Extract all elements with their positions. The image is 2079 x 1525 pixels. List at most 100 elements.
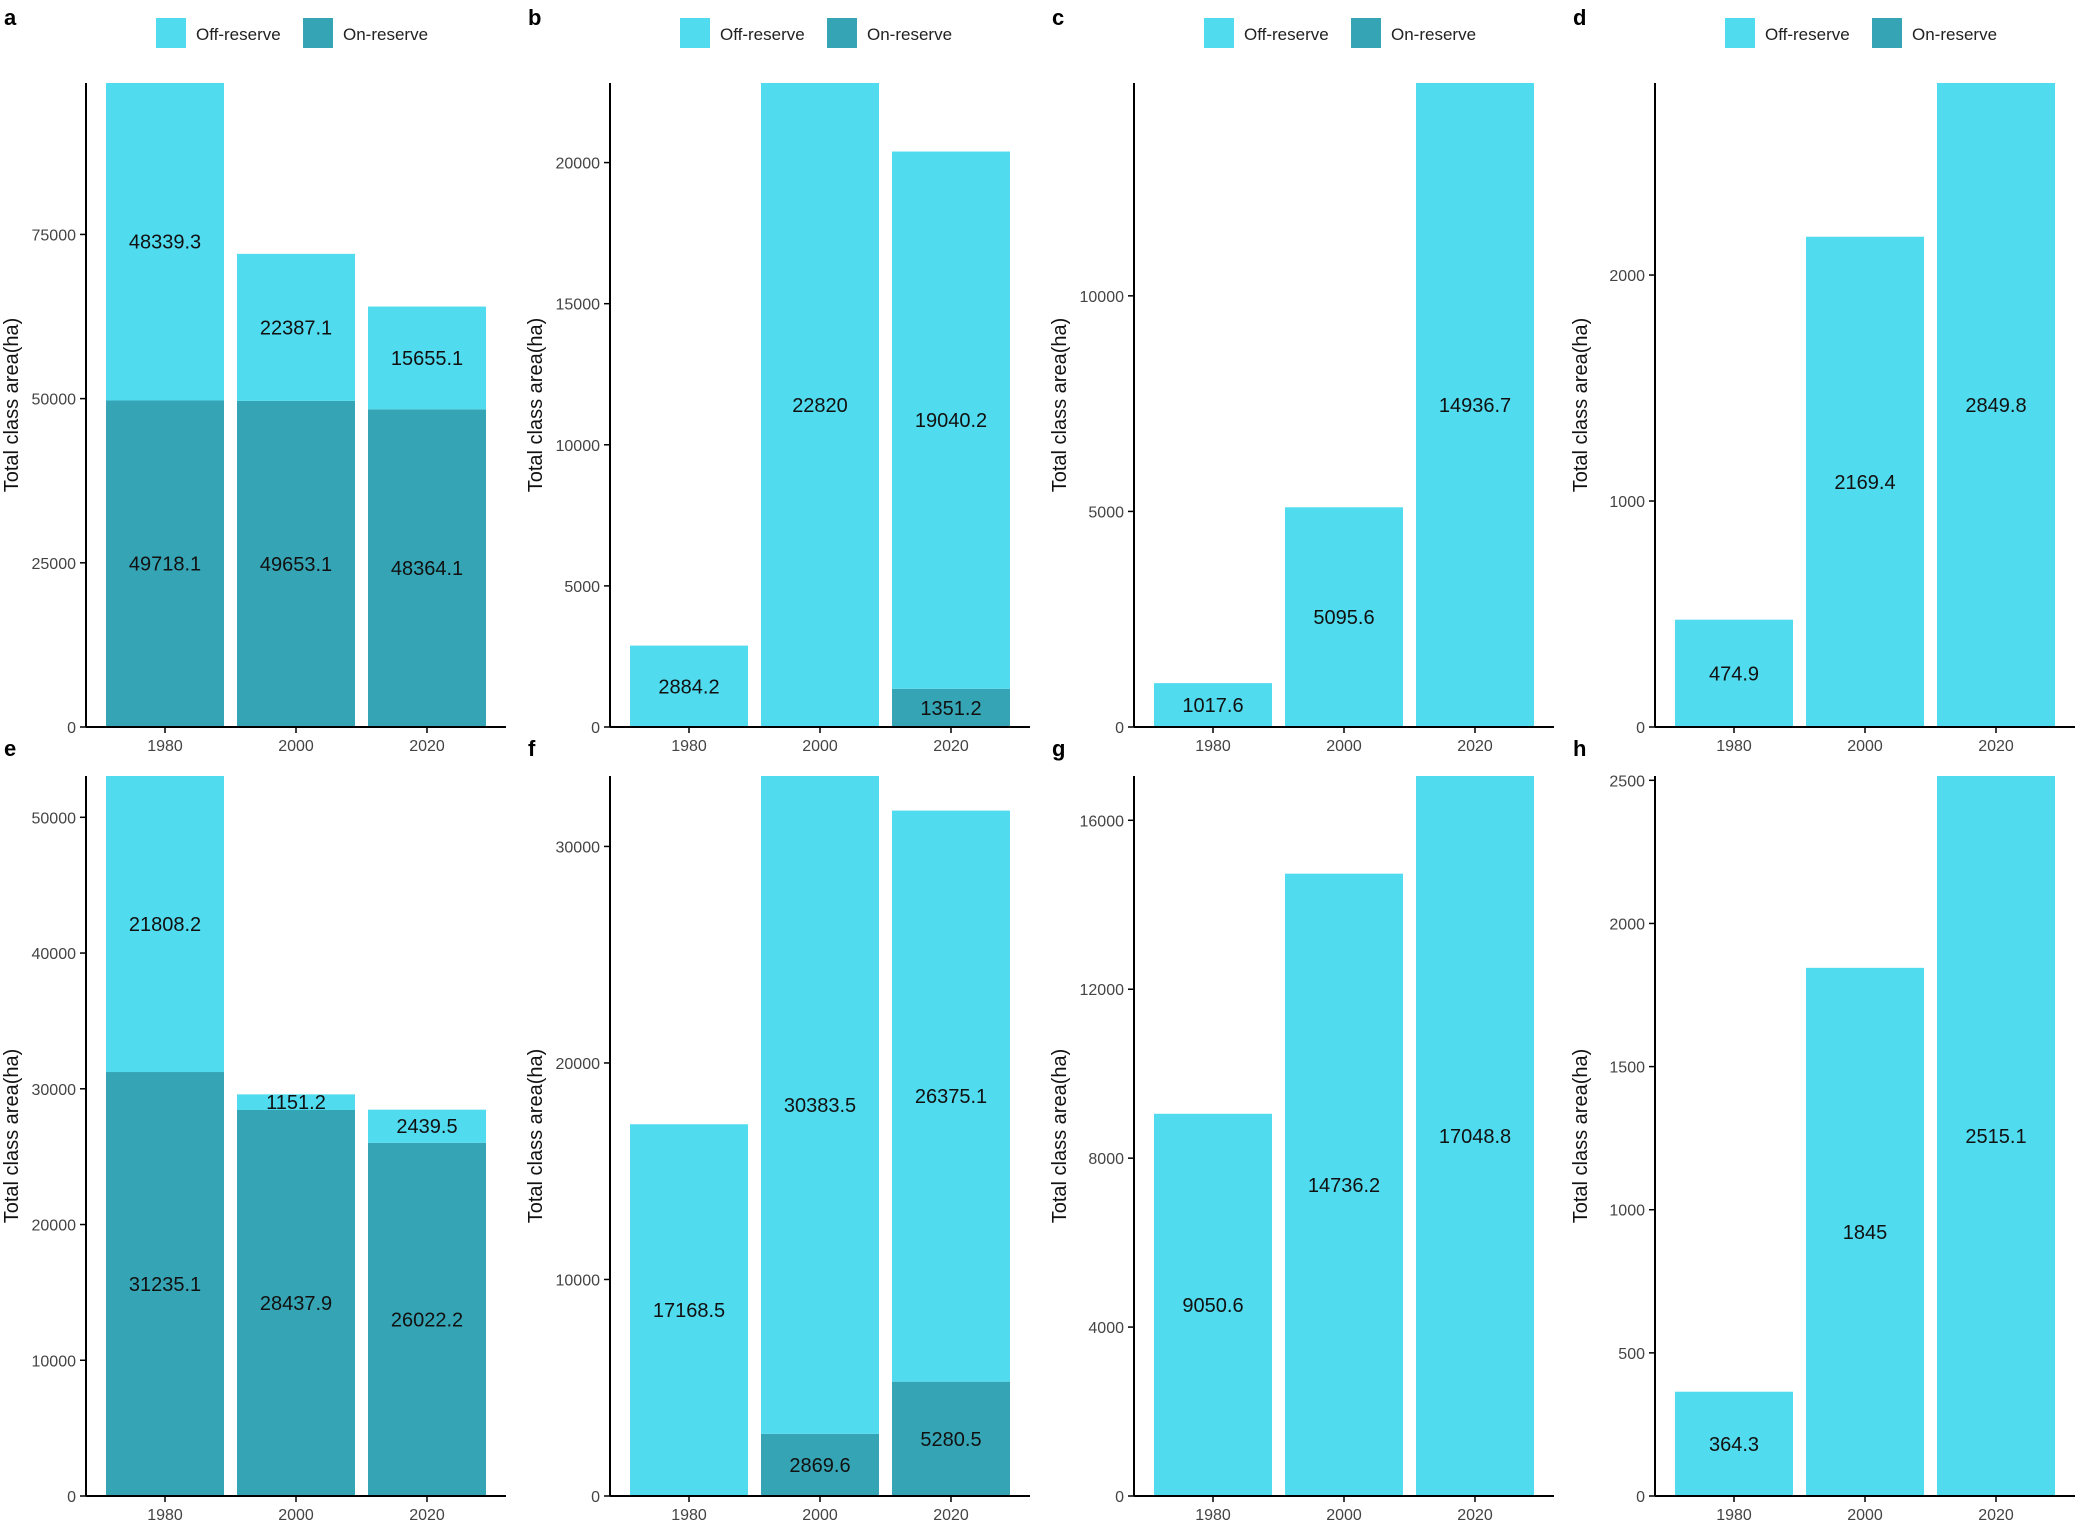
data-label-off-reserve-2020: 17048.8 [1439, 1126, 1511, 1148]
x-tick-label: 2020 [1978, 738, 2014, 755]
x-tick-label: 2020 [1457, 1507, 1493, 1524]
x-tick-label: 1980 [1195, 1507, 1231, 1524]
x-tick-label: 1980 [1716, 738, 1752, 755]
bar-on-reserve-2020 [368, 409, 486, 727]
panel-letter: d [1573, 5, 1586, 30]
y-tick-label: 20000 [556, 156, 601, 173]
x-tick-label: 2020 [1457, 738, 1493, 755]
bar-off-reserve-2020 [368, 1109, 486, 1143]
data-label-off-reserve-2000: 22387.1 [260, 317, 332, 339]
y-tick-label: 5000 [1088, 504, 1124, 521]
data-label-off-reserve-1980: 1017.6 [1182, 695, 1243, 717]
bar-off-reserve-2020 [1416, 83, 1534, 727]
data-label-off-reserve-1980: 474.9 [1709, 663, 1759, 685]
data-label-off-reserve-2020: 2439.5 [396, 1116, 457, 1138]
legend-label-on-reserve: On-reserve [1391, 25, 1476, 44]
x-tick-label: 1980 [1716, 1507, 1752, 1524]
bar-on-reserve-2000 [761, 1433, 879, 1496]
y-tick-label: 8000 [1088, 1151, 1124, 1168]
y-tick-label: 2000 [1609, 268, 1645, 285]
data-label-on-reserve-1980: 31235.1 [129, 1274, 201, 1296]
y-tick-label: 40000 [32, 946, 77, 963]
data-label-off-reserve-1980: 48339.3 [129, 232, 201, 254]
data-label-on-reserve-2020: 26022.2 [391, 1309, 463, 1331]
bar-on-reserve-1980 [106, 400, 224, 727]
y-tick-label: 2500 [1609, 773, 1645, 790]
panel-h: h Total class area(ha) 364.3 1980 1845 2000 25… [1570, 736, 2075, 1524]
panel-c: c Off-reserve On-reserve Total class area(h… [1049, 5, 1554, 755]
legend-label-on-reserve: On-reserve [867, 25, 952, 44]
y-tick-label: 50000 [32, 392, 77, 409]
x-tick-label: 2020 [409, 1507, 445, 1524]
data-label-off-reserve-2020: 2515.1 [1965, 1126, 2026, 1148]
y-tick-label: 0 [1115, 1489, 1124, 1506]
x-tick-label: 2020 [933, 738, 969, 755]
x-tick-label: 2000 [278, 738, 314, 755]
y-tick-label: 4000 [1088, 1320, 1124, 1337]
bar-off-reserve-2000 [237, 253, 355, 401]
y-tick-label: 0 [1636, 1489, 1645, 1506]
y-tick-label: 1500 [1609, 1060, 1645, 1077]
legend-swatch-off-reserve [680, 18, 710, 48]
bar-on-reserve-2020 [892, 688, 1010, 727]
legend-label-on-reserve: On-reserve [343, 25, 428, 44]
x-tick-label: 2000 [278, 1507, 314, 1524]
legend: Off-reserve On-reserve [1725, 18, 1997, 48]
data-label-on-reserve-2000: 2869.6 [789, 1455, 850, 1477]
data-label-on-reserve-2020: 1351.2 [920, 698, 981, 720]
legend-label-off-reserve: Off-reserve [1244, 25, 1329, 44]
bar-off-reserve-1980 [630, 645, 748, 727]
x-tick-label: 1980 [671, 738, 707, 755]
y-tick-label: 1000 [1609, 1203, 1645, 1220]
legend-swatch-on-reserve [1872, 18, 1902, 48]
x-tick-label: 1980 [671, 1507, 707, 1524]
y-tick-label: 30000 [32, 1082, 77, 1099]
data-label-on-reserve-2000: 49653.1 [260, 554, 332, 576]
legend-swatch-on-reserve [827, 18, 857, 48]
x-tick-label: 2020 [1978, 1507, 2014, 1524]
legend: Off-reserve On-reserve [156, 18, 428, 48]
data-label-off-reserve-2020: 2849.8 [1965, 395, 2026, 417]
y-tick-label: 0 [591, 1489, 600, 1506]
data-label-off-reserve-2000: 2169.4 [1834, 472, 1895, 494]
y-axis-label: Total class area(ha) [1, 1049, 23, 1224]
data-label-off-reserve-1980: 17168.5 [653, 1300, 725, 1322]
x-tick-label: 2000 [1326, 738, 1362, 755]
legend-swatch-off-reserve [156, 18, 186, 48]
x-tick-label: 1980 [147, 738, 183, 755]
y-tick-label: 20000 [32, 1218, 77, 1235]
bar-off-reserve-1980 [1154, 1113, 1272, 1496]
data-label-on-reserve-1980: 49718.1 [129, 554, 201, 576]
y-tick-label: 30000 [556, 839, 601, 856]
legend: Off-reserve On-reserve [680, 18, 952, 48]
y-tick-label: 10000 [1080, 289, 1125, 306]
y-tick-label: 12000 [1080, 982, 1125, 999]
x-tick-label: 2020 [933, 1507, 969, 1524]
bar-off-reserve-2000 [1285, 507, 1403, 727]
y-tick-label: 0 [1636, 720, 1645, 737]
bar-on-reserve-1980 [106, 1072, 224, 1496]
data-label-off-reserve-2000: 30383.5 [784, 1095, 856, 1117]
data-label-off-reserve-2000: 14736.2 [1308, 1175, 1380, 1197]
x-tick-label: 2000 [802, 1507, 838, 1524]
legend-label-off-reserve: Off-reserve [196, 25, 281, 44]
panel-letter: h [1573, 736, 1586, 761]
legend-label-off-reserve: Off-reserve [1765, 25, 1850, 44]
legend-swatch-on-reserve [303, 18, 333, 48]
panel-g: g Total class area(ha) 9050.6 1980 14736.2 20… [1049, 736, 1554, 1524]
panel-letter: f [528, 736, 536, 761]
y-tick-label: 75000 [32, 227, 77, 244]
bar-off-reserve-2000 [761, 776, 879, 1434]
x-tick-label: 1980 [1195, 738, 1231, 755]
bar-off-reserve-2020 [1937, 83, 2055, 727]
panel-d: d Off-reserve On-reserve Total class area(h… [1570, 5, 2075, 755]
x-tick-label: 2020 [409, 738, 445, 755]
bar-off-reserve-1980 [1154, 683, 1272, 727]
data-label-on-reserve-2020: 5280.5 [920, 1429, 981, 1451]
y-axis-label: Total class area(ha) [1, 318, 23, 493]
legend-swatch-off-reserve [1725, 18, 1755, 48]
bar-off-reserve-2000 [237, 1094, 355, 1110]
legend: Off-reserve On-reserve [1204, 18, 1476, 48]
panel-letter: e [4, 736, 16, 761]
